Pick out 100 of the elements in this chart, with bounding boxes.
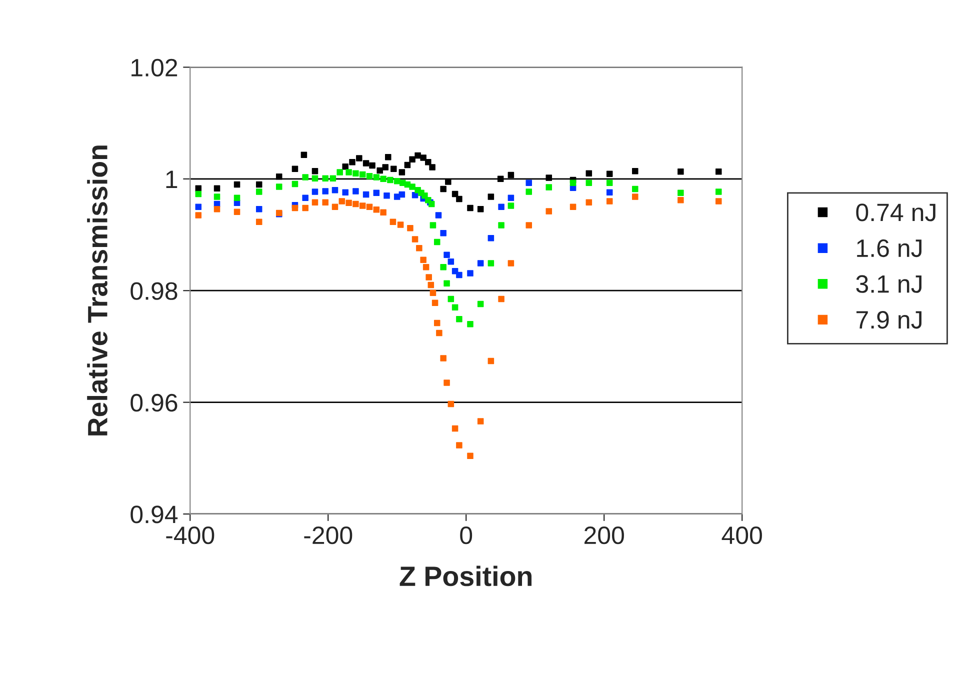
y-tick-label: 0.98 xyxy=(130,282,178,300)
point xyxy=(632,194,638,200)
point xyxy=(312,188,318,195)
point xyxy=(342,189,348,196)
point xyxy=(366,172,373,180)
x-tick-label: -400 xyxy=(166,526,214,544)
y-axis-title: Relative Transmission xyxy=(87,146,108,436)
point xyxy=(526,222,532,228)
point xyxy=(399,180,406,186)
point xyxy=(606,180,613,186)
point xyxy=(356,155,362,162)
point xyxy=(606,170,613,178)
point xyxy=(632,186,638,192)
point xyxy=(420,154,426,161)
point xyxy=(508,172,514,178)
legend-label: 7.9 nJ xyxy=(856,310,922,329)
legend-label: 0.74 nJ xyxy=(856,204,936,222)
point xyxy=(332,186,338,194)
point xyxy=(312,199,318,206)
point xyxy=(488,260,494,266)
point xyxy=(422,264,430,270)
point xyxy=(234,208,240,215)
point xyxy=(369,162,376,169)
point xyxy=(430,222,436,228)
point xyxy=(292,180,298,188)
y-tick-label: 1.02 xyxy=(132,58,178,77)
point xyxy=(444,380,450,386)
point xyxy=(234,194,240,202)
y-tick-label: 0.96 xyxy=(130,394,178,412)
point xyxy=(452,304,458,310)
point xyxy=(385,154,392,160)
point xyxy=(498,296,504,302)
point xyxy=(352,200,359,208)
legend-label: 1.6 nJ xyxy=(857,239,922,258)
point xyxy=(440,264,446,270)
x-tick-label: -200 xyxy=(304,526,352,544)
point xyxy=(330,175,336,182)
point xyxy=(477,300,484,308)
point xyxy=(678,168,684,175)
point xyxy=(195,204,202,210)
point xyxy=(276,184,282,190)
point xyxy=(390,166,397,172)
point xyxy=(380,209,386,216)
point xyxy=(387,176,394,184)
point xyxy=(256,206,262,212)
point xyxy=(359,202,366,209)
point xyxy=(404,162,411,168)
point xyxy=(276,174,282,180)
point xyxy=(477,418,484,424)
point xyxy=(632,168,638,174)
point xyxy=(429,164,436,170)
point xyxy=(338,198,346,204)
point xyxy=(359,171,366,178)
point xyxy=(586,199,592,206)
point xyxy=(390,218,396,226)
point xyxy=(302,174,308,180)
point xyxy=(352,188,359,194)
point xyxy=(256,218,262,226)
point xyxy=(195,190,202,198)
point xyxy=(498,204,504,210)
point xyxy=(456,442,462,448)
point xyxy=(467,270,474,276)
point xyxy=(256,181,262,188)
x-tick-label: 200 xyxy=(584,526,624,544)
point xyxy=(526,188,532,195)
point xyxy=(477,260,484,266)
point xyxy=(384,192,390,199)
point xyxy=(440,230,446,236)
point xyxy=(716,188,722,195)
point xyxy=(346,200,352,206)
point xyxy=(302,194,308,202)
point xyxy=(412,236,418,242)
point xyxy=(349,159,356,166)
y-tick-label: 0.94 xyxy=(130,506,178,524)
point xyxy=(434,238,440,246)
point xyxy=(430,290,436,296)
point xyxy=(606,198,613,204)
point xyxy=(444,280,450,286)
x-axis-title: Z Position xyxy=(400,566,532,586)
point xyxy=(448,258,454,265)
point xyxy=(586,180,592,186)
point xyxy=(380,176,386,182)
point xyxy=(497,176,504,182)
point xyxy=(586,170,592,176)
point xyxy=(322,175,328,182)
point xyxy=(382,164,388,170)
point xyxy=(606,189,613,196)
point xyxy=(398,169,406,176)
point xyxy=(467,204,474,212)
point xyxy=(546,208,552,214)
point xyxy=(508,260,514,266)
point xyxy=(426,274,432,280)
point xyxy=(312,175,318,182)
point xyxy=(234,181,240,188)
point xyxy=(716,168,722,175)
point xyxy=(352,170,359,176)
point xyxy=(434,320,440,326)
point xyxy=(300,152,308,158)
point xyxy=(526,180,532,186)
point xyxy=(394,178,400,184)
